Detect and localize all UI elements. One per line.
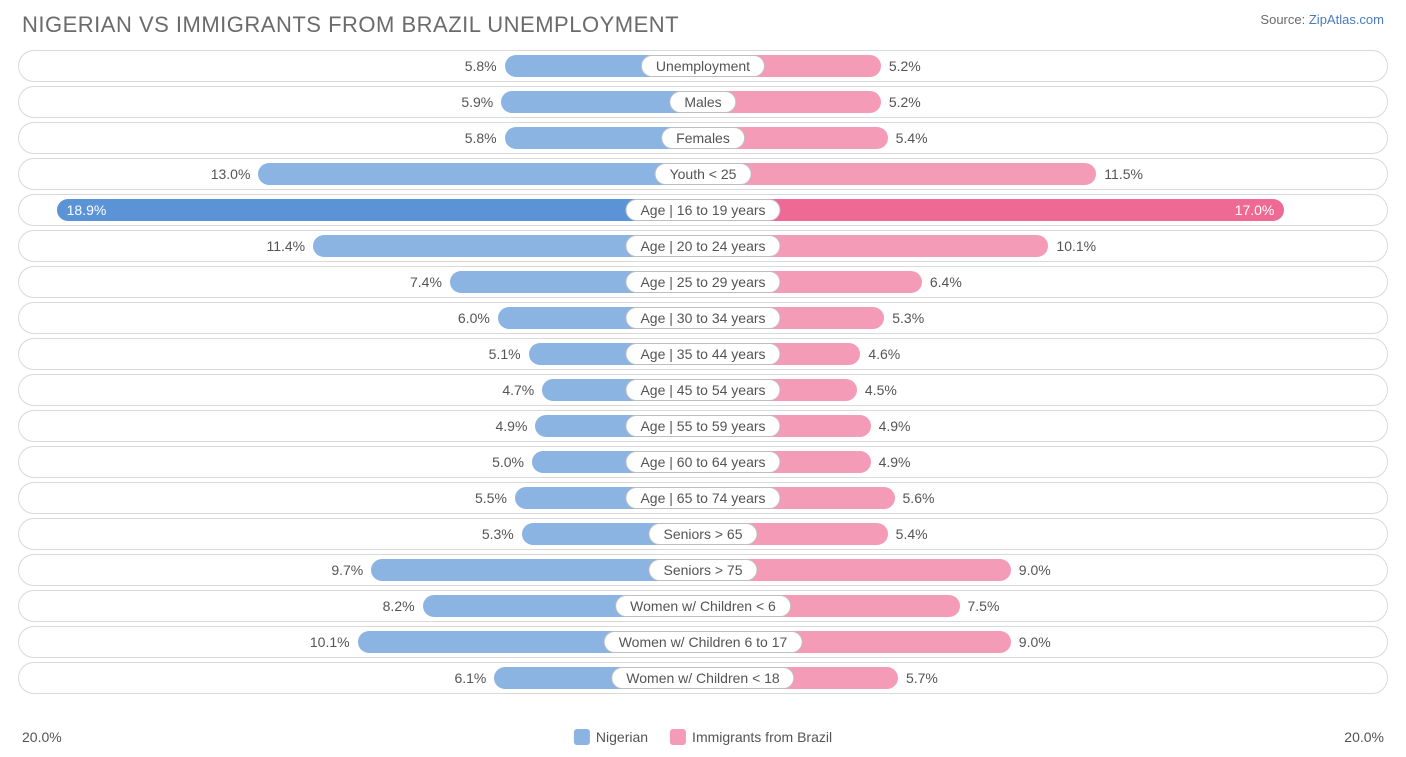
bar-left xyxy=(258,163,703,185)
value-right: 5.6% xyxy=(895,490,943,506)
value-right: 5.3% xyxy=(884,310,932,326)
category-label: Age | 16 to 19 years xyxy=(625,199,780,221)
diverging-bar-chart: 5.8% 5.2% Unemployment 5.9% 5.2% Males 5.8% 5.4… xyxy=(18,46,1388,721)
value-left: 5.3% xyxy=(474,526,522,542)
value-left: 5.0% xyxy=(484,454,532,470)
value-right: 5.7% xyxy=(898,670,946,686)
axis-left-max: 20.0% xyxy=(22,729,62,745)
value-right: 7.5% xyxy=(960,598,1008,614)
chart-row: 5.0% 4.9% Age | 60 to 64 years xyxy=(18,446,1388,478)
chart-row: 4.9% 4.9% Age | 55 to 59 years xyxy=(18,410,1388,442)
category-label: Seniors > 75 xyxy=(649,559,758,581)
value-right: 5.4% xyxy=(888,526,936,542)
chart-row: 5.3% 5.4% Seniors > 65 xyxy=(18,518,1388,550)
chart-row: 10.1% 9.0% Women w/ Children 6 to 17 xyxy=(18,626,1388,658)
value-left: 13.0% xyxy=(203,166,259,182)
legend-item-right: Immigrants from Brazil xyxy=(670,729,832,745)
chart-title: NIGERIAN VS IMMIGRANTS FROM BRAZIL UNEMP… xyxy=(22,12,679,38)
category-label: Age | 55 to 59 years xyxy=(625,415,780,437)
value-right: 9.0% xyxy=(1011,562,1059,578)
category-label: Males xyxy=(669,91,736,113)
value-left: 5.8% xyxy=(457,58,505,74)
chart-row: 5.8% 5.2% Unemployment xyxy=(18,50,1388,82)
category-label: Unemployment xyxy=(641,55,765,77)
value-right: 5.4% xyxy=(888,130,936,146)
legend: Nigerian Immigrants from Brazil xyxy=(574,729,832,745)
category-label: Age | 45 to 54 years xyxy=(625,379,780,401)
header: NIGERIAN VS IMMIGRANTS FROM BRAZIL UNEMP… xyxy=(18,12,1388,46)
value-left: 5.5% xyxy=(467,490,515,506)
axis-right-max: 20.0% xyxy=(1344,729,1384,745)
value-left: 5.8% xyxy=(457,130,505,146)
chart-row: 6.1% 5.7% Women w/ Children < 18 xyxy=(18,662,1388,694)
legend-label-left: Nigerian xyxy=(596,729,648,745)
category-label: Women w/ Children 6 to 17 xyxy=(604,631,803,653)
value-left: 6.0% xyxy=(450,310,498,326)
value-right: 5.2% xyxy=(881,94,929,110)
legend-label-right: Immigrants from Brazil xyxy=(692,729,832,745)
chart-row: 5.9% 5.2% Males xyxy=(18,86,1388,118)
value-right: 9.0% xyxy=(1011,634,1059,650)
chart-row: 5.1% 4.6% Age | 35 to 44 years xyxy=(18,338,1388,370)
value-right: 4.5% xyxy=(857,382,905,398)
source-label: Source: xyxy=(1260,12,1305,27)
category-label: Seniors > 65 xyxy=(649,523,758,545)
value-left: 7.4% xyxy=(402,274,450,290)
value-right: 11.5% xyxy=(1096,166,1151,182)
chart-row: 9.7% 9.0% Seniors > 75 xyxy=(18,554,1388,586)
legend-swatch-right xyxy=(670,729,686,745)
value-left: 11.4% xyxy=(258,238,313,254)
value-left: 4.7% xyxy=(494,382,542,398)
value-left: 6.1% xyxy=(446,670,494,686)
category-label: Women w/ Children < 6 xyxy=(615,595,791,617)
bar-left: 18.9% xyxy=(57,199,703,221)
category-label: Age | 30 to 34 years xyxy=(625,307,780,329)
value-right: 4.9% xyxy=(871,418,919,434)
chart-row: 6.0% 5.3% Age | 30 to 34 years xyxy=(18,302,1388,334)
legend-item-left: Nigerian xyxy=(574,729,648,745)
category-label: Age | 20 to 24 years xyxy=(625,235,780,257)
chart-container: NIGERIAN VS IMMIGRANTS FROM BRAZIL UNEMP… xyxy=(0,0,1406,757)
chart-row: 5.8% 5.4% Females xyxy=(18,122,1388,154)
value-right: 17.0% xyxy=(1235,202,1275,218)
category-label: Age | 60 to 64 years xyxy=(625,451,780,473)
chart-row: 11.4% 10.1% Age | 20 to 24 years xyxy=(18,230,1388,262)
category-label: Women w/ Children < 18 xyxy=(611,667,794,689)
bar-right xyxy=(703,163,1096,185)
value-right: 6.4% xyxy=(922,274,970,290)
source-attribution: Source: ZipAtlas.com xyxy=(1260,12,1384,27)
value-left: 5.9% xyxy=(453,94,501,110)
category-label: Youth < 25 xyxy=(655,163,752,185)
category-label: Age | 25 to 29 years xyxy=(625,271,780,293)
value-right: 10.1% xyxy=(1048,238,1104,254)
chart-row: 4.7% 4.5% Age | 45 to 54 years xyxy=(18,374,1388,406)
legend-swatch-left xyxy=(574,729,590,745)
chart-row: 7.4% 6.4% Age | 25 to 29 years xyxy=(18,266,1388,298)
chart-row: 18.9% 17.0% Age | 16 to 19 years xyxy=(18,194,1388,226)
value-left: 4.9% xyxy=(488,418,536,434)
value-right: 5.2% xyxy=(881,58,929,74)
value-left: 18.9% xyxy=(67,202,107,218)
chart-footer: 20.0% Nigerian Immigrants from Brazil 20… xyxy=(18,721,1388,749)
chart-row: 5.5% 5.6% Age | 65 to 74 years xyxy=(18,482,1388,514)
bar-right: 17.0% xyxy=(703,199,1284,221)
source-name: ZipAtlas.com xyxy=(1309,12,1384,27)
value-left: 5.1% xyxy=(481,346,529,362)
chart-row: 8.2% 7.5% Women w/ Children < 6 xyxy=(18,590,1388,622)
value-left: 9.7% xyxy=(323,562,371,578)
value-left: 8.2% xyxy=(375,598,423,614)
category-label: Females xyxy=(661,127,745,149)
value-right: 4.6% xyxy=(860,346,908,362)
chart-row: 13.0% 11.5% Youth < 25 xyxy=(18,158,1388,190)
value-left: 10.1% xyxy=(302,634,358,650)
category-label: Age | 65 to 74 years xyxy=(625,487,780,509)
value-right: 4.9% xyxy=(871,454,919,470)
category-label: Age | 35 to 44 years xyxy=(625,343,780,365)
